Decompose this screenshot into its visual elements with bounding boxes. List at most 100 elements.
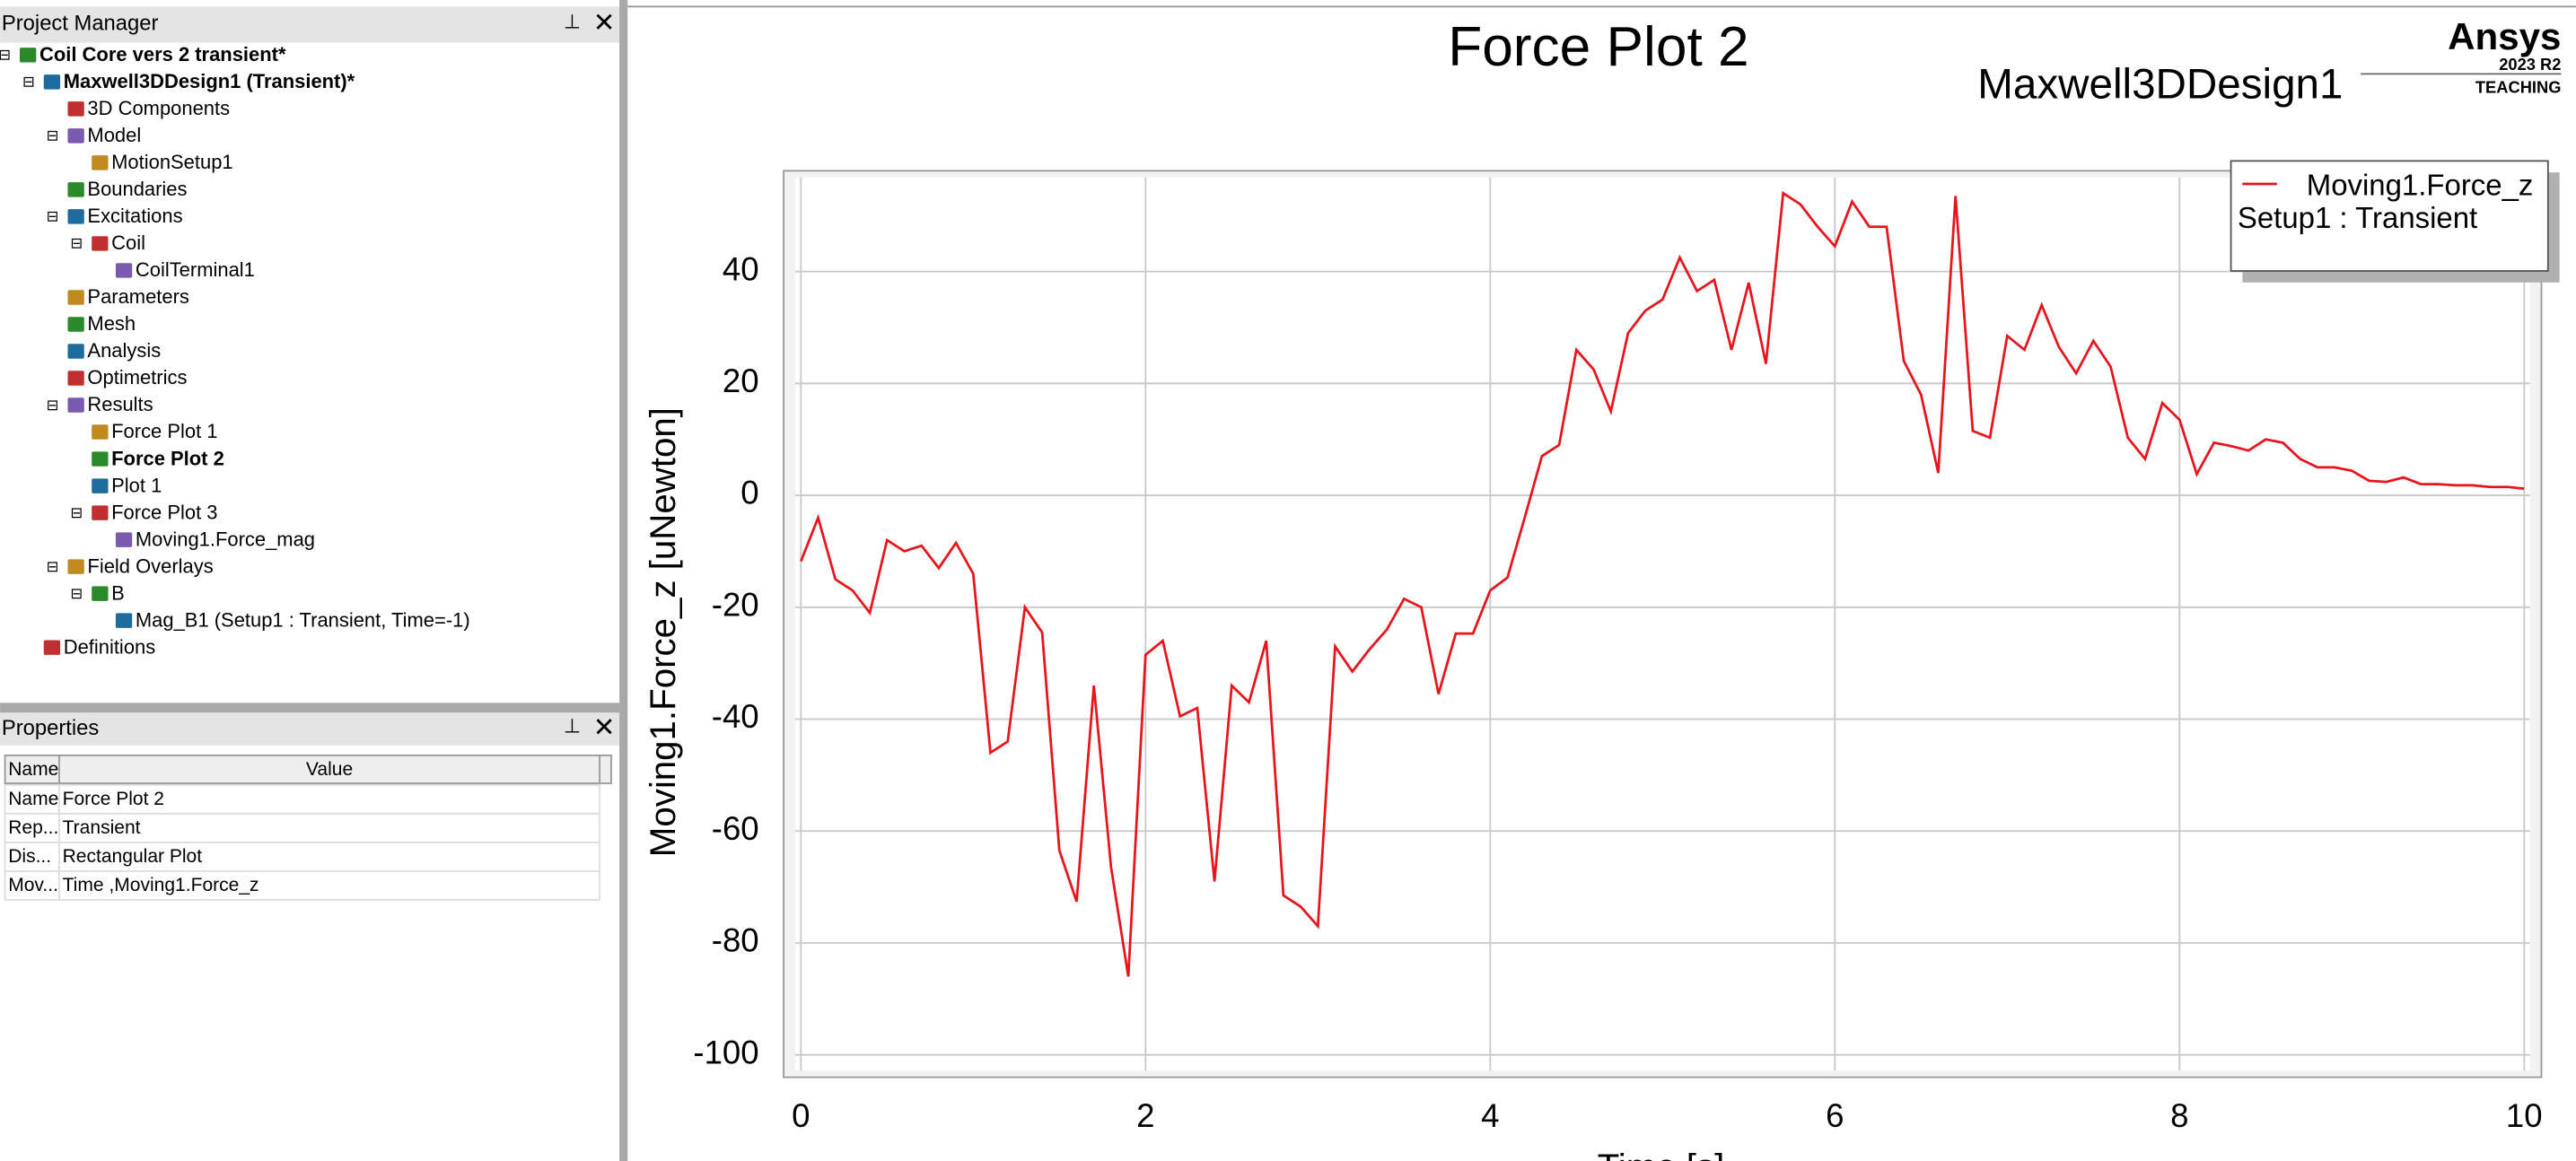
tree-item[interactable]: Field Overlays	[87, 554, 213, 577]
table-row	[4, 812, 601, 843]
tree: ⊟Coil Core vers 2 transient*⊟Maxwell3DDe…	[0, 43, 470, 658]
tree-item[interactable]: Maxwell3DDesign1 (Transient)*	[64, 70, 355, 92]
expander: ⊟	[70, 586, 83, 602]
tree-item[interactable]: Force Plot 3	[111, 501, 217, 523]
pin-button[interactable]: ⊥	[564, 10, 581, 32]
legend	[2230, 160, 2549, 272]
tree-item[interactable]: Moving1.Force_mag	[136, 528, 315, 550]
tree-item[interactable]: Definitions	[64, 635, 156, 658]
tree-icon	[67, 559, 84, 574]
y-axis-label: Moving1.Force_z [uNewton]	[643, 407, 683, 857]
panel-title: Project Manager	[2, 12, 159, 36]
tree-icon	[92, 155, 109, 170]
tree-item[interactable]: Excitations	[87, 205, 182, 227]
cell: Mov...	[8, 875, 58, 895]
expander: ⊟	[0, 48, 11, 64]
chart-title: Force Plot 2	[1448, 16, 1748, 78]
tree-item[interactable]: MotionSetup1	[111, 151, 232, 173]
expander: ⊟	[47, 397, 59, 414]
logo-brand: Ansys	[2448, 15, 2561, 57]
properties-header	[0, 712, 620, 746]
tree-item[interactable]: Analysis	[87, 339, 161, 362]
table-row	[4, 842, 601, 872]
tree-icon	[67, 128, 84, 144]
tree-item[interactable]: Coil	[111, 231, 145, 254]
table-row	[4, 870, 601, 901]
tree-icon	[115, 263, 133, 278]
tree-icon	[67, 397, 84, 413]
logo-version: 2023 R2	[2499, 55, 2561, 74]
cell: Rectangular Plot	[63, 846, 203, 867]
tree-item[interactable]: Mag_B1 (Setup1 : Transient, Time=-1)	[136, 608, 470, 631]
tree-icon	[92, 236, 109, 251]
pin-button[interactable]: ⊥	[564, 715, 581, 738]
tree-icon	[67, 344, 84, 359]
x-tick-label: 8	[2170, 1097, 2188, 1134]
expander: ⊟	[47, 209, 59, 225]
tree-icon	[67, 182, 84, 197]
tree-item[interactable]: 3D Components	[87, 97, 230, 119]
tree-item[interactable]: Force Plot 2	[111, 447, 224, 469]
tree-icon	[92, 451, 109, 467]
x-tick-label: 6	[1826, 1097, 1844, 1134]
splitter[interactable]	[619, 0, 628, 1161]
y-tick-label: -80	[712, 922, 759, 959]
tree-icon	[115, 613, 133, 628]
logo-edition: TEACHING	[2475, 78, 2562, 97]
cell: Force Plot 2	[63, 789, 164, 809]
tree-item[interactable]: Coil Core vers 2 transient*	[39, 43, 286, 65]
expander: ⊟	[70, 505, 83, 521]
column-header: Name	[8, 759, 58, 780]
expander: ⊟	[70, 236, 83, 252]
expander: ⊟	[47, 128, 59, 144]
tree-icon	[67, 290, 84, 305]
tree-icon	[67, 371, 84, 386]
column-header: Value	[306, 759, 353, 780]
x-axis-label: Time [s]	[1598, 1147, 1725, 1161]
tree-icon	[115, 532, 133, 547]
tree-item[interactable]: Plot 1	[111, 474, 162, 496]
table-header	[4, 755, 612, 784]
tree-item[interactable]: Boundaries	[87, 178, 187, 200]
tree-icon	[92, 505, 109, 520]
expander: ⊟	[22, 74, 35, 91]
tree-icon	[67, 317, 84, 332]
tree-item[interactable]: Model	[87, 124, 141, 146]
y-tick-label: -40	[712, 698, 759, 735]
tree-icon	[43, 640, 61, 655]
tree-item[interactable]: B	[111, 581, 125, 604]
y-tick-label: 0	[740, 475, 758, 511]
tree-item[interactable]: Optimetrics	[87, 366, 187, 388]
close-button[interactable]: ✕	[593, 8, 616, 38]
cell: Name	[8, 789, 58, 809]
y-tick-label: 20	[723, 362, 759, 399]
tree-icon	[67, 101, 84, 117]
tree-icon	[92, 478, 109, 493]
x-tick-label: 0	[792, 1097, 810, 1134]
y-tick-label: -100	[693, 1034, 758, 1070]
legend-label: Moving1.Force_z	[2307, 168, 2534, 201]
tree-item[interactable]: Force Plot 1	[111, 420, 217, 442]
close-button[interactable]: ✕	[593, 712, 616, 742]
y-tick-label: 40	[723, 250, 759, 287]
y-tick-label: -20	[712, 586, 759, 623]
left-panel	[0, 0, 620, 1161]
tree-icon	[20, 48, 37, 63]
series-line	[800, 190, 2525, 977]
panel-title: Properties	[2, 716, 99, 740]
x-tick-label: 4	[1481, 1097, 1499, 1134]
plot-area	[794, 177, 2530, 1071]
cell: Rep...	[8, 817, 58, 838]
tree-item[interactable]: Results	[87, 393, 153, 415]
tree-item[interactable]: Mesh	[87, 312, 136, 335]
cell: Transient	[63, 817, 141, 838]
y-tick-label: -60	[712, 810, 759, 847]
tree-item[interactable]: CoilTerminal1	[136, 258, 255, 281]
tree-item[interactable]: Parameters	[87, 285, 188, 308]
tree-icon	[67, 209, 84, 224]
project-manager-header	[0, 6, 620, 43]
splitter[interactable]	[0, 703, 620, 713]
chart-subtitle: Maxwell3DDesign1	[1977, 61, 2343, 109]
